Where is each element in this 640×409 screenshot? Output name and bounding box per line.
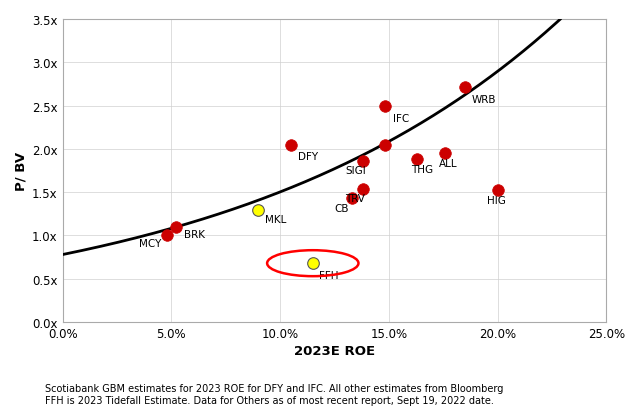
Text: Scotiabank GBM estimates for 2023 ROE for DFY and IFC. All other estimates from : Scotiabank GBM estimates for 2023 ROE fo… [45, 383, 503, 393]
Point [380, 143, 390, 149]
Text: CB: CB [335, 203, 349, 213]
Text: DFY: DFY [298, 152, 317, 162]
Point [358, 186, 368, 193]
Point [347, 196, 357, 202]
Point [412, 157, 422, 163]
Text: WRB: WRB [472, 95, 496, 105]
Text: IFC: IFC [393, 113, 410, 123]
Text: THG: THG [411, 164, 433, 174]
Y-axis label: P/ BV: P/ BV [15, 152, 28, 191]
Point [162, 232, 172, 238]
Text: SIGI: SIGI [346, 166, 366, 176]
Point [358, 158, 368, 165]
Text: FFH: FFH [319, 270, 339, 281]
X-axis label: 2023E ROE: 2023E ROE [294, 344, 375, 357]
Point [380, 103, 390, 110]
Text: FFH is 2023 Tidefall Estimate. Data for Others as of most recent report, Sept 19: FFH is 2023 Tidefall Estimate. Data for … [45, 395, 493, 405]
Point [253, 207, 264, 213]
Point [493, 188, 503, 194]
Point [171, 224, 181, 231]
Text: HIG: HIG [487, 196, 506, 205]
Text: ALL: ALL [439, 158, 458, 168]
Text: MCY: MCY [139, 238, 161, 248]
Point [308, 260, 318, 267]
Text: MKL: MKL [265, 214, 286, 224]
Point [440, 151, 451, 157]
Point [460, 84, 470, 91]
Point [286, 142, 296, 148]
Text: BRK: BRK [184, 230, 205, 240]
Text: TRV: TRV [346, 193, 365, 204]
